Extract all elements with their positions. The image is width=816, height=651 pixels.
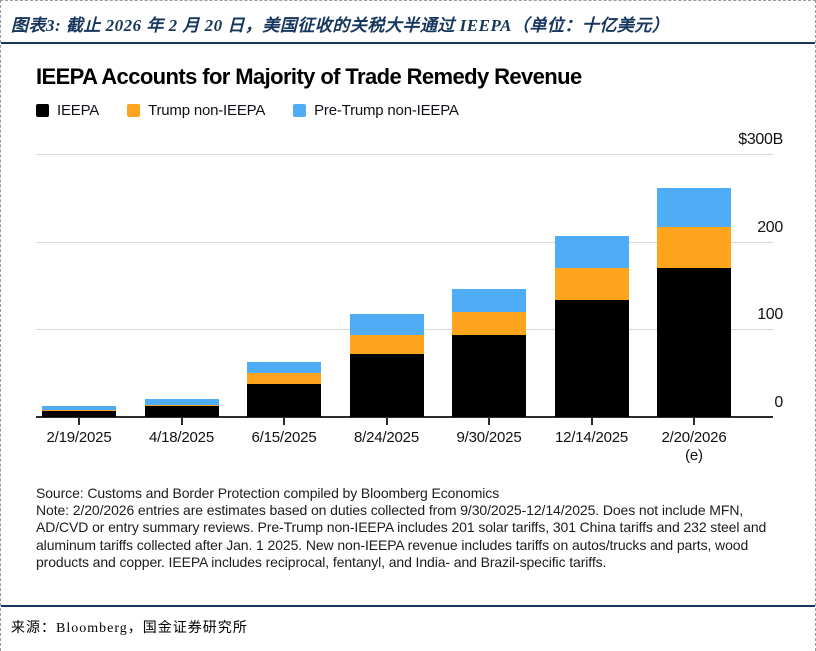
x-axis-label: 6/15/2025 xyxy=(251,429,317,446)
bar-4-18-2025-trump-non-ieepa xyxy=(144,404,219,407)
x-axis-label: 4/18/2025 xyxy=(149,429,214,446)
x-axis-tick xyxy=(590,418,593,425)
bar-2-20-2026-trump-non-ieepa xyxy=(657,226,731,268)
bar-4-18-2025-pre-trump-non-ieepa xyxy=(144,399,219,405)
bar-12-14-2025-ieepa xyxy=(554,300,629,417)
legend-swatch-ieepa xyxy=(36,104,49,117)
bar-2-19-2025-trump-non-ieepa xyxy=(42,409,116,411)
y-axis-label-100: 100 xyxy=(757,306,783,324)
footer-source: 来源：Bloomberg，国金证券研究所 xyxy=(11,621,248,636)
bar-4-18-2025-ieepa xyxy=(144,406,219,417)
y-axis-label-300: $300B xyxy=(738,131,783,148)
x-axis-tick xyxy=(180,418,183,425)
legend-item-pre-trump-non-ieepa: Pre-Trump non-IEEPA xyxy=(293,102,459,119)
chart-title: IEEPA Accounts for Majority of Trade Rem… xyxy=(36,64,582,89)
x-axis-label: 2/19/2025 xyxy=(46,429,112,446)
bar-8-24-2025-ieepa xyxy=(349,353,424,417)
bar-12-14-2025-trump-non-ieepa xyxy=(554,267,629,301)
gridline-100 xyxy=(36,329,773,331)
bar-12-14-2025-pre-trump-non-ieepa xyxy=(554,235,629,268)
x-axis-label-estimate-suffix: (e) xyxy=(685,447,703,464)
legend-label-trump-non-ieepa: Trump non-IEEPA xyxy=(148,102,266,119)
chart-note-line: Note: 2/20/2026 entries are estimates ba… xyxy=(36,502,767,570)
bar-8-24-2025-pre-trump-non-ieepa xyxy=(349,314,424,335)
x-axis-label: 8/24/2025 xyxy=(354,429,419,446)
bar-2-20-2026-ieepa xyxy=(657,267,731,417)
x-axis-tick xyxy=(488,418,490,425)
legend-label-pre-trump-non-ieepa: Pre-Trump non-IEEPA xyxy=(314,102,459,119)
bar-2-19-2025-ieepa xyxy=(42,410,116,417)
x-axis-tick xyxy=(693,418,695,425)
chart-notes: Source: Customs and Border Protection co… xyxy=(36,485,771,571)
bar-2-20-2026-pre-trump-non-ieepa xyxy=(657,188,731,227)
bar-9-30-2025-ieepa xyxy=(452,335,526,417)
bar-2-19-2025-pre-trump-non-ieepa xyxy=(42,405,116,410)
x-axis-tick xyxy=(283,418,285,425)
footer-divider-line xyxy=(1,605,815,607)
y-axis-label-0: 0 xyxy=(774,394,783,411)
caption-divider-line xyxy=(1,42,815,44)
chart-source-line: Source: Customs and Border Protection co… xyxy=(36,485,500,501)
bar-6-15-2025-trump-non-ieepa xyxy=(247,373,321,384)
bar-6-15-2025-ieepa xyxy=(247,383,321,417)
x-axis-tick xyxy=(78,418,80,425)
y-axis-label-200: 200 xyxy=(757,218,783,236)
bar-9-30-2025-trump-non-ieepa xyxy=(452,311,526,336)
legend-swatch-pre-trump-non-ieepa xyxy=(293,104,307,117)
bar-6-15-2025-pre-trump-non-ieepa xyxy=(247,361,321,374)
x-axis-label: 9/30/2025 xyxy=(456,429,522,446)
bar-8-24-2025-trump-non-ieepa xyxy=(349,334,424,354)
legend-swatch-trump-non-ieepa xyxy=(127,104,141,117)
x-axis-tick xyxy=(385,418,388,425)
x-axis-label: 12/14/2025 xyxy=(554,429,629,446)
bar-9-30-2025-pre-trump-non-ieepa xyxy=(452,289,526,312)
chart-legend: IEEPA Trump non-IEEPA Pre-Trump non-IEEP… xyxy=(36,102,459,119)
x-axis-line xyxy=(36,416,773,418)
gridline-300 xyxy=(36,154,773,155)
figure-caption: 图表3: 截止 2026 年 2 月 20 日，美国征收的关税大半通过 IEEP… xyxy=(11,16,670,35)
x-axis-label: 2/20/2026 (e) xyxy=(639,429,749,465)
gridline-200 xyxy=(36,241,773,243)
legend-item-trump-non-ieepa: Trump non-IEEPA xyxy=(127,102,265,119)
legend-label-ieepa: IEEPA xyxy=(57,102,100,119)
legend-item-ieepa: IEEPA xyxy=(36,102,99,119)
